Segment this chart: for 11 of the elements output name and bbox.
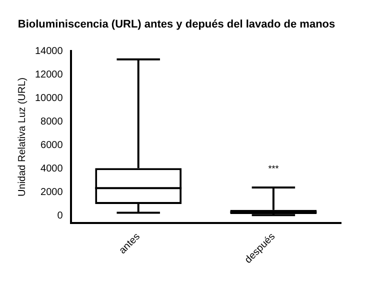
y-axis-title: Unidad Relativa Luz (URL) [16,78,28,196]
annotation: *** [268,164,280,174]
y-tick-label: 10000 [34,92,64,104]
y-tick-label: 2000 [40,186,64,198]
y-tick-label: 4000 [40,163,64,174]
chart-title: Bioluminiscencia (URL) antes y depués del lavado de manos [18,18,336,31]
y-tick-label: 0 [57,210,64,222]
y-tick-label: 12000 [34,69,64,80]
y-tick-label: 6000 [40,140,64,151]
y-tick-label: 8000 [40,116,64,128]
y-tick-label: 14000 [34,46,64,57]
